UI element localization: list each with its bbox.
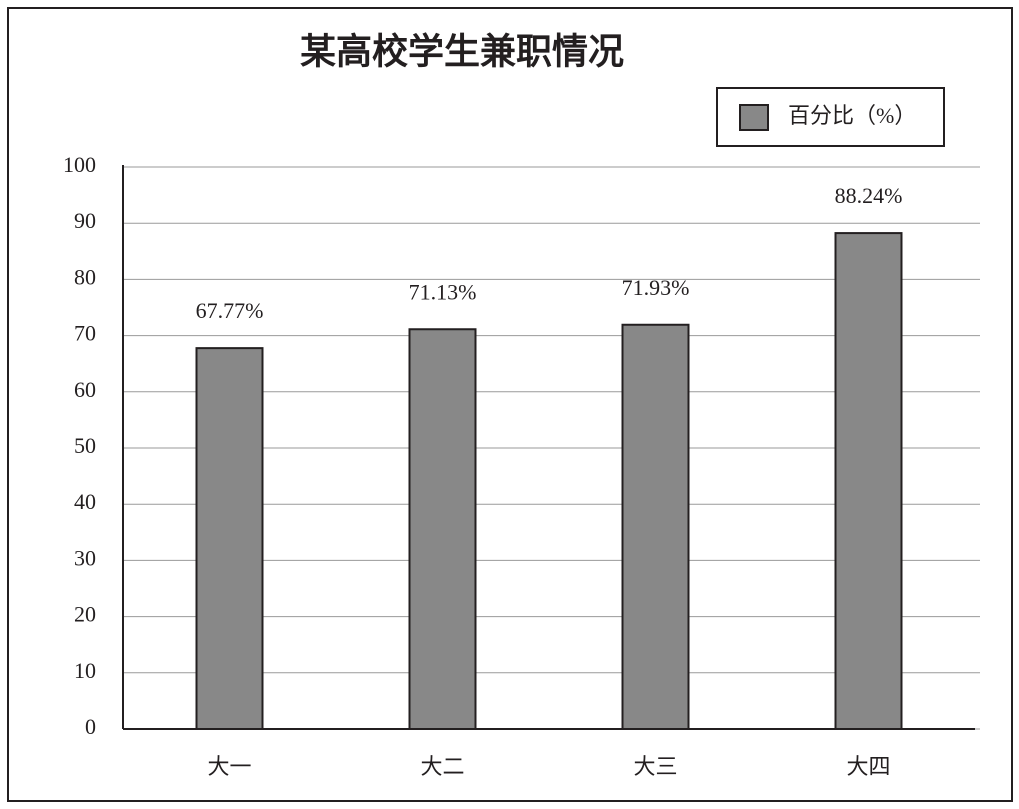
x-tick-label: 大三 [633, 754, 677, 779]
data-label: 71.13% [409, 279, 477, 304]
bar [408, 328, 477, 730]
legend-swatch [739, 104, 769, 131]
bar [834, 232, 903, 731]
data-label: 88.24% [835, 183, 903, 208]
y-tick-label: 60 [74, 377, 96, 402]
y-tick-label: 100 [63, 152, 96, 177]
y-tick-label: 40 [74, 489, 96, 514]
y-tick-label: 30 [74, 545, 96, 570]
y-tick-label: 90 [74, 208, 96, 233]
chart-title: 某高校学生兼职情况 [300, 30, 624, 71]
y-tick-label: 10 [74, 658, 96, 683]
y-tick-label: 20 [74, 602, 96, 627]
y-tick-label: 70 [74, 321, 96, 346]
x-tick-label: 大二 [420, 754, 464, 779]
y-tick-label: 50 [74, 433, 96, 458]
y-tick-label: 0 [85, 714, 96, 739]
bar [621, 323, 690, 730]
data-label: 67.77% [196, 298, 264, 323]
y-tick-label: 80 [74, 264, 96, 289]
legend-label: 百分比（%） [788, 103, 916, 128]
bar [195, 347, 264, 730]
x-tick-label: 大四 [846, 754, 890, 779]
x-tick-label: 大一 [207, 754, 251, 779]
data-label: 71.93% [622, 275, 690, 300]
